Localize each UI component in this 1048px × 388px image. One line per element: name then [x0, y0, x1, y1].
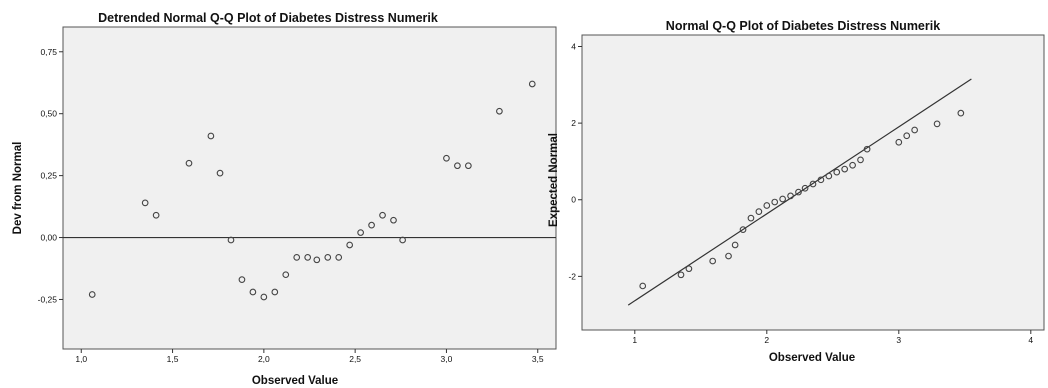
normal-x-tick-label: 1	[632, 335, 637, 345]
normal-point	[677, 271, 685, 279]
normal-y-tick-label: -2	[568, 271, 576, 281]
normal-plot-area	[581, 34, 1045, 331]
normal-point	[787, 192, 794, 200]
normal-point	[747, 214, 755, 222]
detrended-point	[260, 293, 268, 301]
detrended-point	[293, 254, 301, 261]
normal-point	[725, 252, 732, 260]
detrended-point	[207, 132, 215, 140]
normal-point	[771, 198, 779, 206]
normal-point	[857, 156, 864, 164]
normal-point	[801, 184, 809, 192]
detrended-y-tick-label: 0,50	[40, 109, 57, 119]
normal-point	[903, 132, 911, 140]
normal-point	[895, 138, 903, 146]
normal-x-axis-label: Observed Value	[769, 352, 855, 364]
detrended-x-tick-label: 2,0	[258, 354, 270, 364]
normal-y-axis-label: Expected Normal	[548, 133, 560, 227]
normal-point	[763, 202, 771, 209]
normal-point	[685, 265, 693, 273]
detrended-point	[357, 229, 364, 236]
detrended-x-tick-label: 2,5	[349, 354, 361, 364]
detrended-x-tick-label: 3,0	[441, 354, 453, 364]
detrended-point	[152, 211, 160, 219]
normal-chart-title: Normal Q-Q Plot of Diabetes Distress Num…	[666, 19, 940, 33]
detrended-x-tick-label: 1,5	[167, 354, 179, 364]
normal-x-tick-label: 2	[764, 335, 769, 345]
detrended-chart-title: Detrended Normal Q-Q Plot of Diabetes Di…	[98, 11, 438, 25]
detrended-qq-chart: Detrended Normal Q-Q Plot of Diabetes Di…	[12, 11, 557, 387]
detrended-point	[443, 154, 450, 162]
normal-ticks: 1 2 3 4 -2 0 2 4	[568, 41, 1033, 345]
detrended-point	[88, 291, 96, 298]
detrended-point	[465, 162, 472, 170]
detrended-point	[335, 254, 343, 261]
detrended-point	[346, 241, 354, 249]
normal-point	[817, 176, 825, 184]
detrended-point	[271, 288, 279, 296]
detrended-point	[454, 162, 461, 170]
detrended-point	[313, 256, 321, 264]
detrended-x-axis-label: Observed Value	[252, 375, 338, 387]
detrended-point	[249, 288, 257, 296]
detrended-x-tick-label: 3,5	[532, 354, 544, 364]
detrended-point	[324, 254, 332, 261]
normal-point	[709, 257, 717, 265]
normal-x-tick-label: 4	[1028, 335, 1033, 345]
detrended-point	[238, 276, 246, 283]
normal-point	[957, 109, 965, 117]
detrended-y-tick-label: 0,00	[40, 233, 57, 243]
detrended-point	[368, 221, 375, 229]
detrended-point	[141, 199, 149, 207]
detrended-y-tick-label: 0,25	[40, 171, 57, 181]
detrended-points	[88, 80, 536, 301]
detrended-point	[185, 159, 193, 167]
normal-point	[639, 282, 647, 290]
normal-y-tick-label: 4	[571, 41, 576, 51]
normal-reference-line	[627, 78, 972, 306]
normal-point	[841, 165, 849, 173]
normal-point	[731, 241, 739, 249]
normal-point	[833, 168, 841, 176]
detrended-point	[216, 169, 224, 177]
detrended-point	[304, 254, 312, 261]
normal-point	[911, 126, 918, 134]
normal-point	[863, 145, 871, 153]
detrended-point	[399, 236, 406, 244]
detrended-x-tick-label: 1,0	[75, 354, 87, 364]
normal-x-tick-label: 3	[896, 335, 901, 345]
detrended-point	[496, 107, 503, 115]
detrended-point	[390, 216, 397, 224]
normal-point	[739, 226, 747, 233]
normal-point	[779, 195, 786, 203]
normal-point	[809, 180, 817, 188]
normal-qq-chart: Normal Q-Q Plot of Diabetes Distress Num…	[548, 19, 1045, 364]
detrended-plot-area	[62, 26, 557, 350]
normal-point	[825, 172, 833, 180]
detrended-ticks: 1,0 1,5 2,0 2,5 3,0 3,5 -0,25 0,00 0,25 0,50 0,75	[38, 47, 544, 364]
detrended-point	[282, 271, 290, 279]
normal-ref-line	[627, 78, 972, 306]
detrended-point	[227, 236, 235, 244]
detrended-y-tick-label: -0,25	[38, 294, 58, 304]
normal-point	[849, 161, 856, 169]
normal-points	[639, 109, 965, 290]
detrended-y-axis-label: Dev from Normal	[12, 142, 24, 235]
detrended-point	[379, 211, 386, 219]
detrended-y-tick-label: 0,75	[40, 47, 57, 57]
normal-y-tick-label: 0	[571, 195, 576, 205]
normal-y-tick-label: 2	[571, 118, 576, 128]
normal-point	[933, 120, 941, 128]
normal-point	[755, 208, 763, 215]
detrended-point	[528, 80, 536, 88]
normal-point	[795, 188, 802, 196]
